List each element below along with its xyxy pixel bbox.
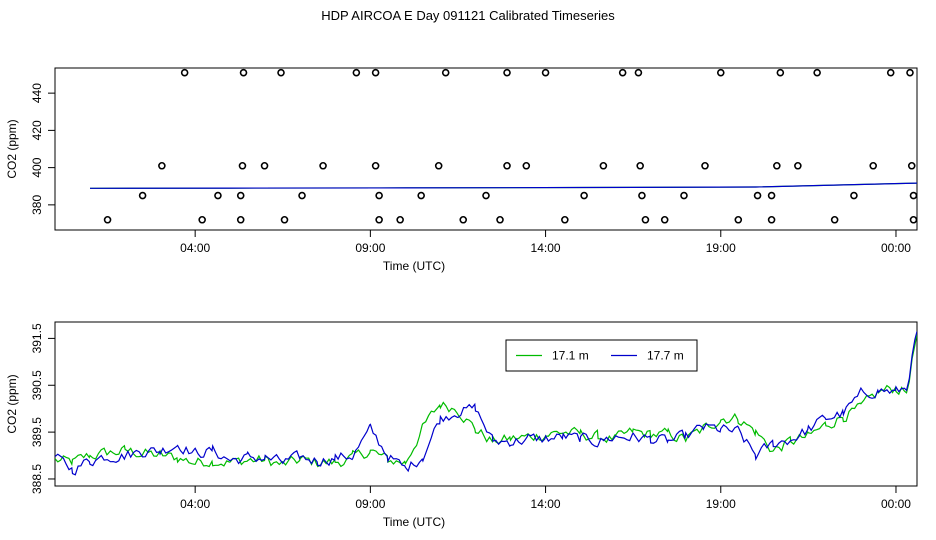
series-line-17-7-m <box>89 182 917 189</box>
calibration-point <box>459 215 468 224</box>
calibration-point <box>371 161 380 170</box>
calibration-point <box>434 161 443 170</box>
x-axis-label: Time (UTC) <box>383 515 445 529</box>
y-axis-label: CO2 (ppm) <box>5 374 19 433</box>
x-tick-label: 09:00 <box>355 497 385 511</box>
plot-frame <box>54 321 918 487</box>
calibration-point <box>767 215 776 224</box>
calibration-point <box>767 191 776 200</box>
calibration-point <box>260 161 269 170</box>
x-tick-label: 04:00 <box>180 497 210 511</box>
legend: 17.1 m 17.7 m <box>505 339 698 372</box>
calibration-point <box>869 161 877 170</box>
calibration-point <box>522 161 531 170</box>
calibration-point <box>103 215 112 224</box>
calibration-point <box>417 191 425 200</box>
x-tick-label: 09:00 <box>355 241 385 255</box>
plot-area <box>55 331 917 476</box>
chart-title: HDP AIRCOA E Day 091121 Calibrated Times… <box>321 8 615 23</box>
y-tick-label: 380 <box>30 195 44 215</box>
y-tick-label: 388.5 <box>30 464 44 494</box>
calibration-point <box>773 161 781 170</box>
calibration-point <box>236 215 245 224</box>
calibration-point <box>541 68 550 77</box>
calibration-point <box>180 68 189 77</box>
x-tick-label: 14:00 <box>531 241 561 255</box>
calibration-point <box>561 215 569 224</box>
calibration-point <box>636 161 644 170</box>
calibration-point <box>909 191 918 200</box>
x-tick-label: 19:00 <box>706 497 736 511</box>
calibration-point <box>634 68 643 77</box>
calibration-point <box>909 215 918 224</box>
calibration-point <box>716 68 725 77</box>
calibration-point <box>830 215 839 224</box>
plot-frame <box>54 67 918 231</box>
calibration-point <box>886 68 895 77</box>
calibration-point <box>850 191 858 200</box>
calibration-point <box>701 161 709 170</box>
calibration-point <box>580 191 588 200</box>
calibration-point <box>503 161 511 170</box>
calibration-point <box>482 191 490 200</box>
calibration-point <box>599 161 608 170</box>
calibration-point <box>618 68 627 77</box>
calibration-point <box>496 215 504 224</box>
calibration-point <box>277 68 285 77</box>
calibration-point <box>352 68 361 77</box>
series-line-17-1-m <box>55 333 917 468</box>
calibration-point <box>734 215 743 224</box>
calibration-point <box>371 68 380 77</box>
calibration-point <box>319 161 327 170</box>
calibration-point <box>138 191 147 200</box>
calibration-point <box>906 68 914 77</box>
calibration-point <box>236 191 245 200</box>
series-line-17-7-m <box>55 331 917 476</box>
y-tick-label: 391.5 <box>30 323 44 353</box>
chart-panel-2: 04:00 09:00 14:00 19:00 00:00 Time (UTC) 388.5… <box>5 321 918 529</box>
calibration-point <box>396 215 404 224</box>
calibration-point <box>214 191 222 200</box>
x-tick-label: 04:00 <box>180 241 210 255</box>
plot-area <box>89 182 917 189</box>
calibration-point <box>503 68 511 77</box>
calibration-point <box>776 68 785 77</box>
x-tick-label: 00:00 <box>881 497 911 511</box>
y-tick-label: 440 <box>30 83 44 103</box>
y-tick-label: 389.5 <box>30 417 44 447</box>
y-axis-label: CO2 (ppm) <box>5 119 19 178</box>
calibration-point <box>753 191 762 200</box>
calibration-point <box>638 191 646 200</box>
calibration-point <box>794 161 802 170</box>
x-tick-label: 19:00 <box>706 241 736 255</box>
legend-label: 17.1 m <box>552 349 589 363</box>
calibration-point <box>813 68 821 77</box>
y-tick-label: 420 <box>30 120 44 140</box>
calibration-point <box>158 161 166 170</box>
calibration-point <box>238 161 247 170</box>
calibration-point <box>441 68 450 77</box>
calibration-point <box>660 215 669 224</box>
calibration-point <box>239 68 248 77</box>
calibration-point <box>375 191 383 200</box>
chart-panel-1: 04:00 09:00 14:00 19:00 00:00 Time (UTC) 380 40… <box>5 67 918 273</box>
y-tick-label: 400 <box>30 157 44 177</box>
calibration-point <box>375 215 383 224</box>
y-tick-label: 390.5 <box>30 370 44 400</box>
calibration-point <box>198 215 206 224</box>
x-tick-label: 00:00 <box>881 241 911 255</box>
legend-label: 17.7 m <box>647 349 684 363</box>
calibration-point <box>641 215 650 224</box>
calibration-point <box>298 191 306 200</box>
calibration-point <box>280 215 289 224</box>
x-axis-label: Time (UTC) <box>383 259 445 273</box>
x-tick-label: 14:00 <box>531 497 561 511</box>
calibration-point <box>680 191 688 200</box>
calibration-point <box>907 161 916 170</box>
